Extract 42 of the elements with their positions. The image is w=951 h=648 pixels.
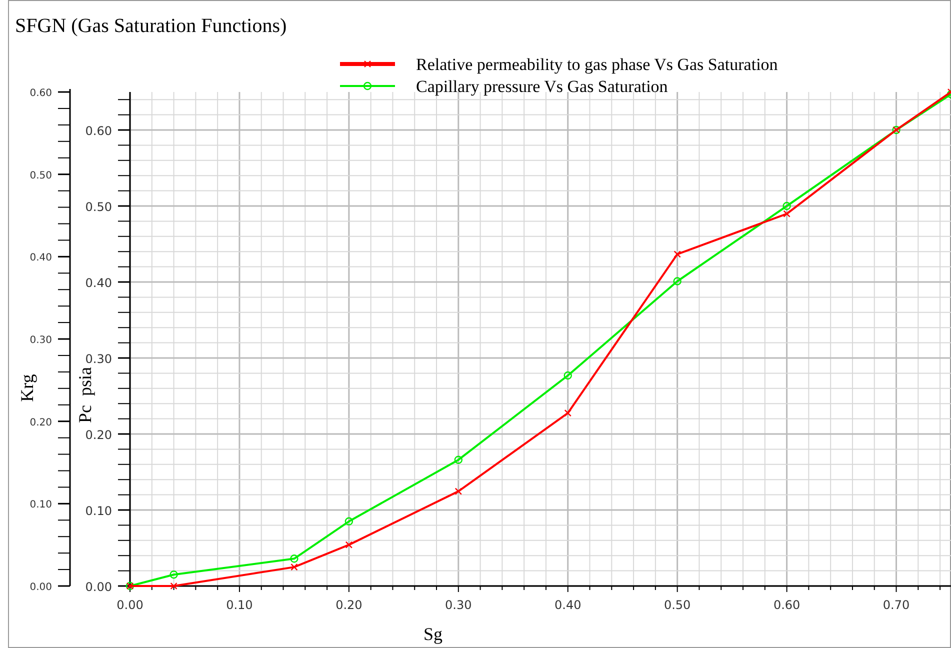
- y2-axis-title: Pc psia: [75, 366, 95, 423]
- point: [290, 554, 298, 563]
- x-axis-title: Sg: [423, 624, 443, 644]
- y2-tick-label: 0.40: [85, 276, 112, 290]
- y2-tick-label: 0.20: [85, 428, 112, 442]
- y-tick-label: 0.20: [30, 417, 52, 428]
- point: [564, 371, 572, 380]
- y-tick-label: 0.00: [30, 582, 52, 593]
- x-tick-label: 0.00: [116, 598, 144, 612]
- point: [454, 488, 462, 495]
- point: [564, 410, 572, 417]
- y2-tick-label: 0.60: [85, 124, 112, 138]
- point: [783, 210, 790, 218]
- x-tick-label: 0.10: [226, 598, 253, 612]
- y-tick-label: 0.10: [30, 500, 52, 511]
- x-tick-label: 0.60: [773, 598, 800, 612]
- point: [674, 250, 681, 258]
- point: [344, 517, 354, 526]
- point: [782, 202, 791, 210]
- y-tick-label: 0.30: [30, 335, 52, 346]
- y-tick-label: 0.50: [30, 170, 52, 182]
- y2-tick-label: 0.50: [85, 200, 112, 214]
- y2-tick-label: 0.30: [85, 352, 112, 366]
- x-tick-label: 0.20: [336, 598, 362, 612]
- point: [345, 541, 353, 548]
- x-tick-label: 0.40: [554, 598, 582, 612]
- x-tick-label: 0.70: [882, 598, 910, 612]
- y-axis-title: Krg: [17, 374, 37, 402]
- y2-tick-label: 0.00: [85, 580, 112, 594]
- chart-title: SFGN (Gas Saturation Functions): [15, 15, 287, 37]
- point: [170, 582, 178, 590]
- x-tick-label: 0.30: [445, 598, 472, 612]
- point: [170, 570, 178, 579]
- point: [290, 563, 298, 571]
- x-tick-label: 0.50: [664, 598, 691, 612]
- legend-label: Relative permeability to gas phase Vs Gas Saturation: [416, 55, 778, 74]
- point: [454, 456, 462, 464]
- y2-tick-label: 0.10: [85, 504, 112, 518]
- y-tick-label: 0.60: [30, 88, 52, 99]
- point: [673, 277, 682, 286]
- legend-label: Capillary pressure Vs Gas Saturation: [416, 77, 668, 96]
- y-tick-label: 0.40: [30, 252, 52, 264]
